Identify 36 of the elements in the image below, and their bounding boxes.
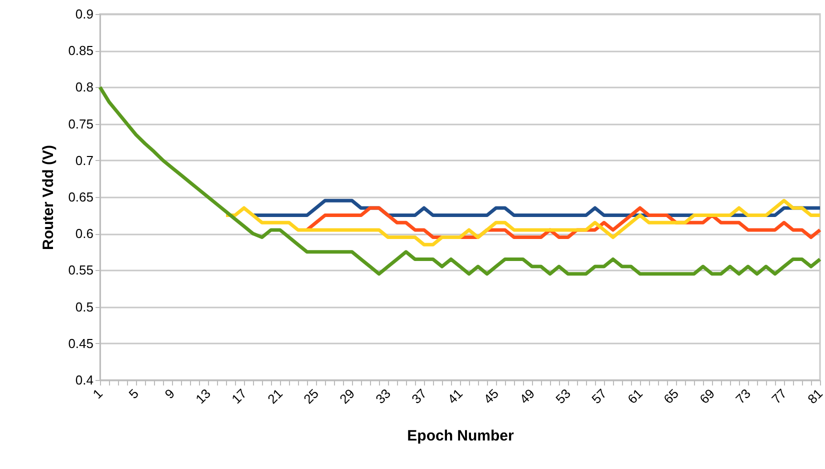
- y-tick-label: 0.4: [75, 372, 94, 388]
- y-tick-label: 0.85: [68, 43, 94, 58]
- y-tick-label: 0.55: [68, 262, 94, 278]
- line-series: [224, 198, 822, 246]
- x-tick-label: 53: [552, 386, 574, 407]
- y-tick-label: 0.65: [68, 190, 94, 204]
- y-tick-label: 0.45: [68, 336, 94, 351]
- y-tick-label: 0.9: [75, 6, 94, 22]
- y-axis-title: Router Vdd (V): [40, 145, 58, 250]
- x-tick-label: 17: [228, 386, 250, 407]
- x-tick-label: 13: [192, 386, 214, 407]
- y-tick-label: 0.5: [75, 299, 94, 314]
- x-tick-label: 73: [732, 386, 754, 407]
- x-tick-label: 69: [696, 386, 718, 407]
- x-tick-label: 21: [264, 386, 286, 407]
- x-tick-label: 57: [588, 386, 610, 407]
- x-tick-label: 77: [768, 386, 790, 407]
- y-tick-label: 0.6: [75, 226, 94, 242]
- x-tick-label: 29: [336, 386, 358, 407]
- x-tick-label: 41: [444, 386, 466, 407]
- x-tick-label: 9: [162, 386, 178, 402]
- x-tick-label: 81: [804, 386, 825, 407]
- x-tick-label: 45: [480, 386, 502, 407]
- x-tick-label: 5: [126, 386, 142, 402]
- y-tick-label: 0.75: [68, 116, 94, 132]
- x-tick-label: 61: [624, 386, 646, 407]
- x-tick-label: 25: [300, 386, 322, 407]
- line-series: [98, 85, 822, 276]
- x-tick-label: 33: [372, 386, 394, 407]
- x-axis-title: Epoch Number: [407, 428, 514, 445]
- x-tick-label: 37: [408, 386, 430, 407]
- x-tick-label: 1: [90, 386, 106, 402]
- x-tick-label: 65: [660, 386, 682, 407]
- y-tick-label: 0.8: [75, 80, 94, 95]
- x-tick-label: 49: [516, 386, 538, 407]
- y-tick-label: 0.7: [75, 152, 94, 168]
